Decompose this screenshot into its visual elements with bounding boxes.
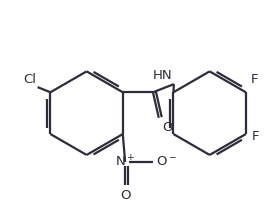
Text: HN: HN — [153, 69, 173, 82]
Text: F: F — [252, 130, 259, 143]
Text: O: O — [162, 121, 173, 134]
Text: F: F — [251, 73, 258, 86]
Text: O: O — [120, 189, 130, 202]
Text: N$^+$: N$^+$ — [115, 154, 136, 170]
Text: O$^-$: O$^-$ — [156, 155, 177, 168]
Text: Cl: Cl — [24, 73, 36, 86]
